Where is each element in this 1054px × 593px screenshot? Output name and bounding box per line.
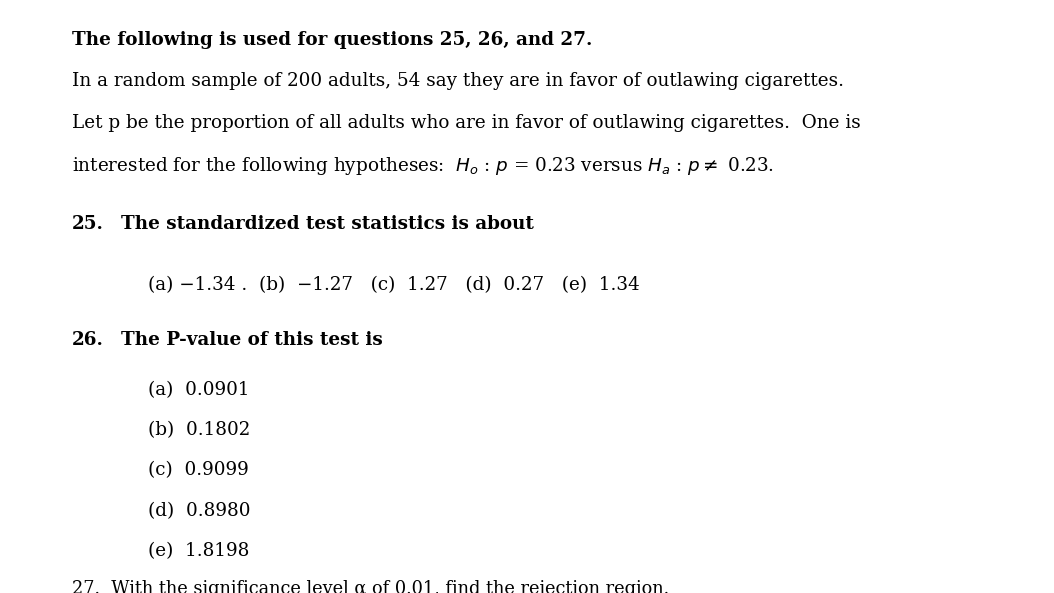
Text: interested for the following hypotheses:  $H_o$ : $p$ = 0.23 versus $H_a$ : $p \: interested for the following hypotheses:… [72, 155, 774, 177]
Text: (b)  0.1802: (b) 0.1802 [148, 421, 250, 439]
Text: 27.  With the significance level α of 0.01, find the rejection region.: 27. With the significance level α of 0.0… [72, 580, 669, 593]
Text: In a random sample of 200 adults, 54 say they are in favor of outlawing cigarett: In a random sample of 200 adults, 54 say… [72, 72, 843, 90]
Text: (e)  1.8198: (e) 1.8198 [148, 542, 249, 560]
Text: The following is used for questions 25, 26, and 27.: The following is used for questions 25, … [72, 31, 592, 49]
Text: (a)  0.0901: (a) 0.0901 [148, 381, 249, 398]
Text: The standardized test statistics is about: The standardized test statistics is abou… [121, 215, 534, 232]
Text: Let p be the proportion of all adults who are in favor of outlawing cigarettes. : Let p be the proportion of all adults wh… [72, 114, 860, 132]
Text: 25.: 25. [72, 215, 103, 232]
Text: The P-value of this test is: The P-value of this test is [121, 331, 383, 349]
Text: (c)  0.9099: (c) 0.9099 [148, 461, 249, 479]
Text: (d)  0.8980: (d) 0.8980 [148, 502, 250, 519]
Text: (a) −1.34 .  (b)  −1.27   (c)  1.27   (d)  0.27   (e)  1.34: (a) −1.34 . (b) −1.27 (c) 1.27 (d) 0.27 … [148, 276, 640, 294]
Text: 26.: 26. [72, 331, 103, 349]
